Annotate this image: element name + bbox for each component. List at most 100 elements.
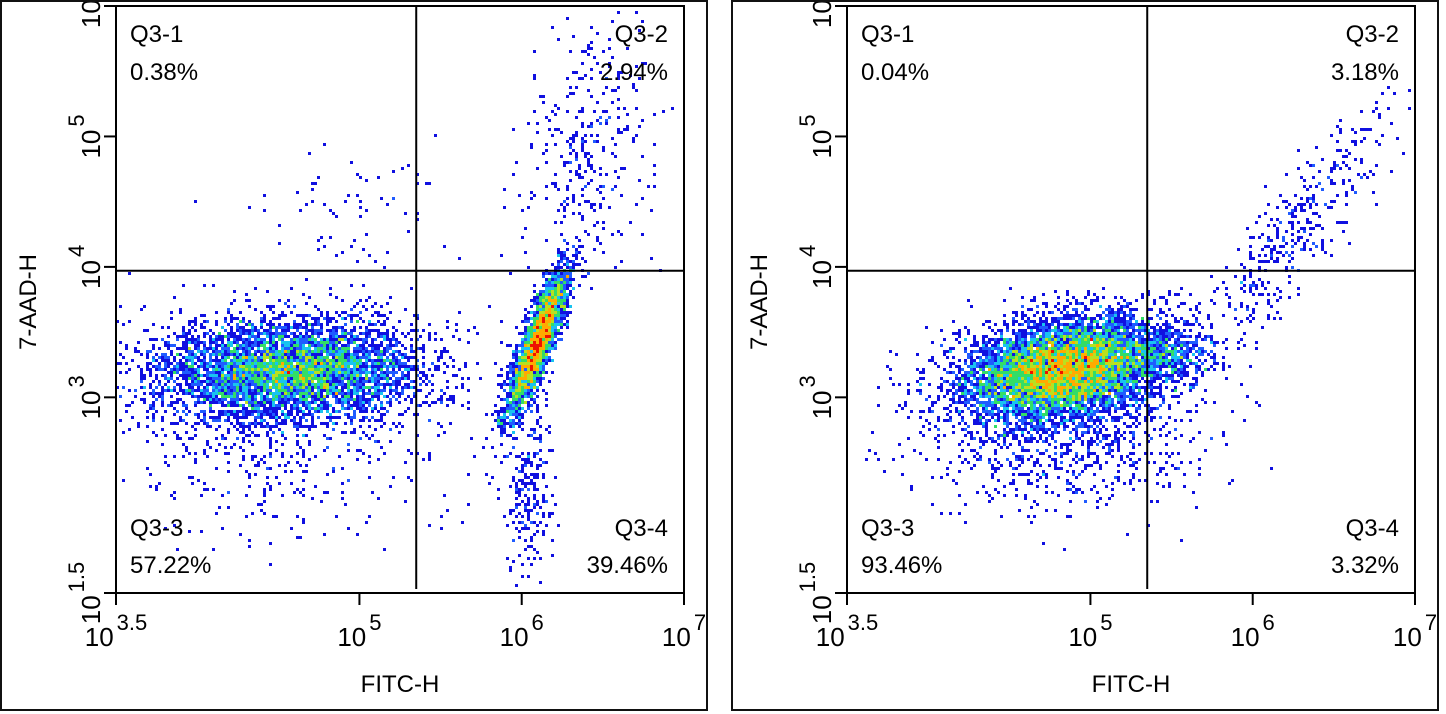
density-dot — [338, 350, 341, 353]
density-dot — [518, 383, 521, 386]
density-dot — [509, 485, 512, 488]
density-dot — [1075, 341, 1078, 344]
density-dot — [539, 353, 542, 356]
density-dot — [287, 305, 290, 308]
density-dot — [548, 359, 551, 362]
density-dot — [116, 386, 119, 389]
density-dot — [362, 392, 365, 395]
density-dot — [272, 371, 275, 374]
density-dot — [143, 374, 146, 377]
density-dot — [329, 368, 332, 371]
density-dot — [1090, 332, 1093, 335]
density-dot — [233, 290, 236, 293]
density-dot — [359, 371, 362, 374]
density-dot — [596, 140, 599, 143]
density-dot — [380, 197, 383, 200]
density-dot — [335, 332, 338, 335]
density-dot — [224, 437, 227, 440]
density-dot — [329, 386, 332, 389]
density-dot — [533, 398, 536, 401]
density-dot — [245, 344, 248, 347]
density-dot — [329, 419, 332, 422]
density-dot — [1018, 371, 1021, 374]
density-dot — [230, 332, 233, 335]
density-dot — [296, 386, 299, 389]
density-dot — [572, 278, 575, 281]
density-dot — [368, 329, 371, 332]
density-dot — [182, 389, 185, 392]
density-dot — [212, 548, 215, 551]
density-dot — [359, 395, 362, 398]
density-dot — [1078, 359, 1081, 362]
density-dot — [332, 365, 335, 368]
density-dot — [275, 317, 278, 320]
density-dot — [269, 389, 272, 392]
density-dot — [554, 290, 557, 293]
density-dot — [206, 395, 209, 398]
density-dot — [500, 434, 503, 437]
density-dot — [524, 368, 527, 371]
density-dot — [245, 371, 248, 374]
density-dot — [1072, 401, 1075, 404]
density-dot — [988, 377, 991, 380]
density-dot — [248, 368, 251, 371]
density-dot — [323, 389, 326, 392]
density-dot — [952, 320, 955, 323]
density-dot — [1000, 374, 1003, 377]
density-dot — [994, 368, 997, 371]
density-dot — [371, 491, 374, 494]
density-dot — [116, 320, 119, 323]
density-dot — [1117, 356, 1120, 359]
density-dot — [152, 416, 155, 419]
density-dot — [536, 131, 539, 134]
density-dot — [212, 377, 215, 380]
density-dot — [371, 323, 374, 326]
density-dot — [1114, 314, 1117, 317]
density-dot — [257, 368, 260, 371]
density-dot — [266, 476, 269, 479]
density-dot — [356, 398, 359, 401]
density-dot — [317, 341, 320, 344]
density-dot — [251, 395, 254, 398]
density-dot — [1114, 362, 1117, 365]
density-dot — [488, 305, 491, 308]
density-dot — [161, 359, 164, 362]
density-dot — [1159, 383, 1162, 386]
density-dot — [122, 356, 125, 359]
density-dot — [245, 425, 248, 428]
density-dot — [182, 356, 185, 359]
density-dot — [1018, 359, 1021, 362]
density-dot — [146, 353, 149, 356]
density-dot — [188, 437, 191, 440]
density-dot — [560, 296, 563, 299]
density-dot — [554, 347, 557, 350]
density-dot — [149, 338, 152, 341]
density-dot — [521, 392, 524, 395]
density-dot — [1006, 353, 1009, 356]
density-dot — [542, 371, 545, 374]
density-dot — [224, 317, 227, 320]
density-dot — [347, 356, 350, 359]
density-dot — [254, 386, 257, 389]
density-dot — [200, 359, 203, 362]
density-dot — [335, 359, 338, 362]
density-dot — [245, 407, 248, 410]
density-dot — [236, 371, 239, 374]
density-dot — [518, 425, 521, 428]
density-dot — [206, 389, 209, 392]
density-dot — [260, 425, 263, 428]
density-dot — [269, 542, 272, 545]
density-dot — [542, 308, 545, 311]
density-dot — [1030, 344, 1033, 347]
density-dot — [263, 491, 266, 494]
density-dot — [203, 374, 206, 377]
density-dot — [1057, 341, 1060, 344]
density-dot — [254, 335, 257, 338]
density-dot — [1009, 410, 1012, 413]
density-dot — [1021, 332, 1024, 335]
density-dot — [245, 365, 248, 368]
density-dot — [467, 401, 470, 404]
density-dot — [374, 260, 377, 263]
density-dot — [365, 335, 368, 338]
